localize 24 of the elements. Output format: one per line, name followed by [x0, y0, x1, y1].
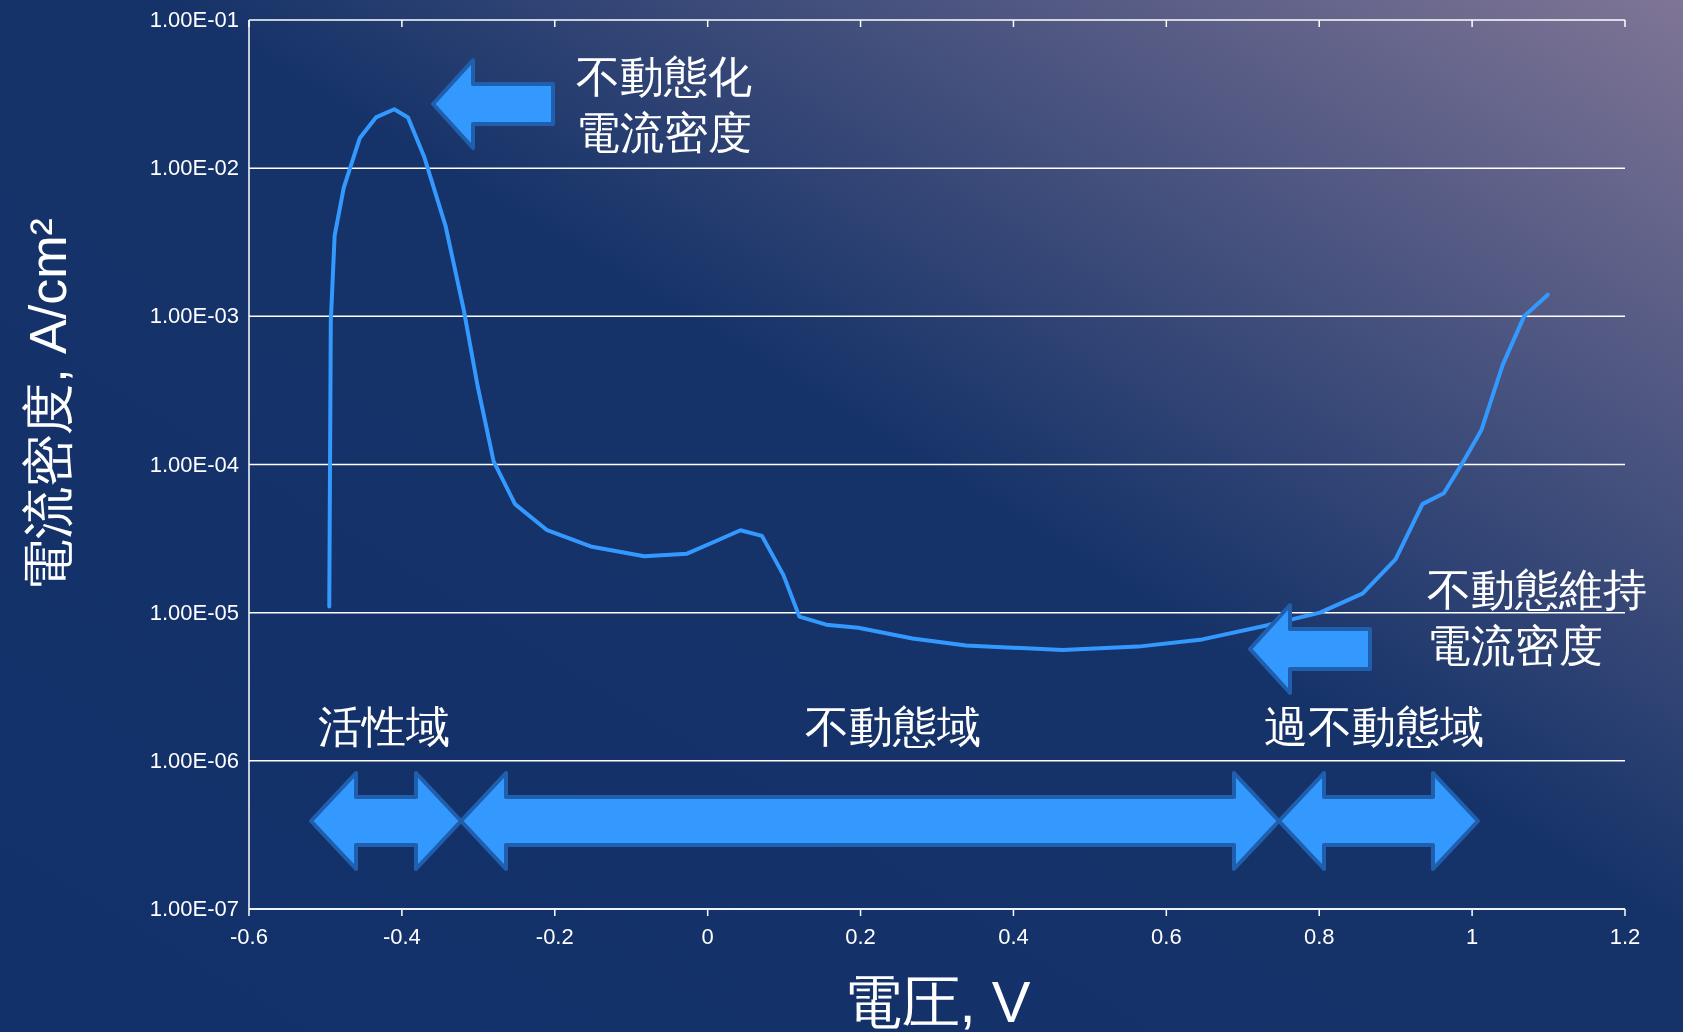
- x-tick-label: 1.2: [1609, 924, 1641, 949]
- x-tick-label: -0.6: [230, 924, 268, 949]
- x-tick-label: -0.2: [535, 924, 574, 949]
- x-tick-label: 0: [701, 924, 714, 949]
- annotation: 不動態域: [805, 702, 981, 751]
- y-tick-label: 1.00E-03: [149, 303, 239, 329]
- annotation: 不動態化電流密度: [576, 52, 752, 157]
- y-tick-label: 1.00E-06: [149, 747, 239, 773]
- y-tick-label: 1.00E-02: [149, 155, 239, 181]
- annotation: 過不動態域: [1264, 702, 1484, 751]
- y-tick-label: 1.00E-01: [149, 7, 239, 32]
- y-tick-label: 1.00E-07: [149, 896, 239, 921]
- x-tick-label: 0.8: [1303, 924, 1335, 949]
- x-axis-title: 電圧, V: [843, 969, 1031, 1032]
- x-tick-label: 0.6: [1151, 924, 1182, 949]
- y-axis-title: 電流密度, A/cm²: [19, 218, 77, 591]
- x-tick-label: 0.4: [998, 924, 1029, 949]
- x-tick-label: -0.4: [382, 924, 421, 949]
- annotation: 不動態維持電流密度: [1427, 565, 1647, 670]
- y-tick-label: 1.00E-04: [149, 451, 239, 477]
- x-tick-label: 1: [1465, 924, 1479, 949]
- x-tick-label: 0.2: [845, 924, 876, 949]
- annotation: 活性域: [318, 702, 450, 751]
- y-tick-label: 1.00E-05: [149, 599, 239, 625]
